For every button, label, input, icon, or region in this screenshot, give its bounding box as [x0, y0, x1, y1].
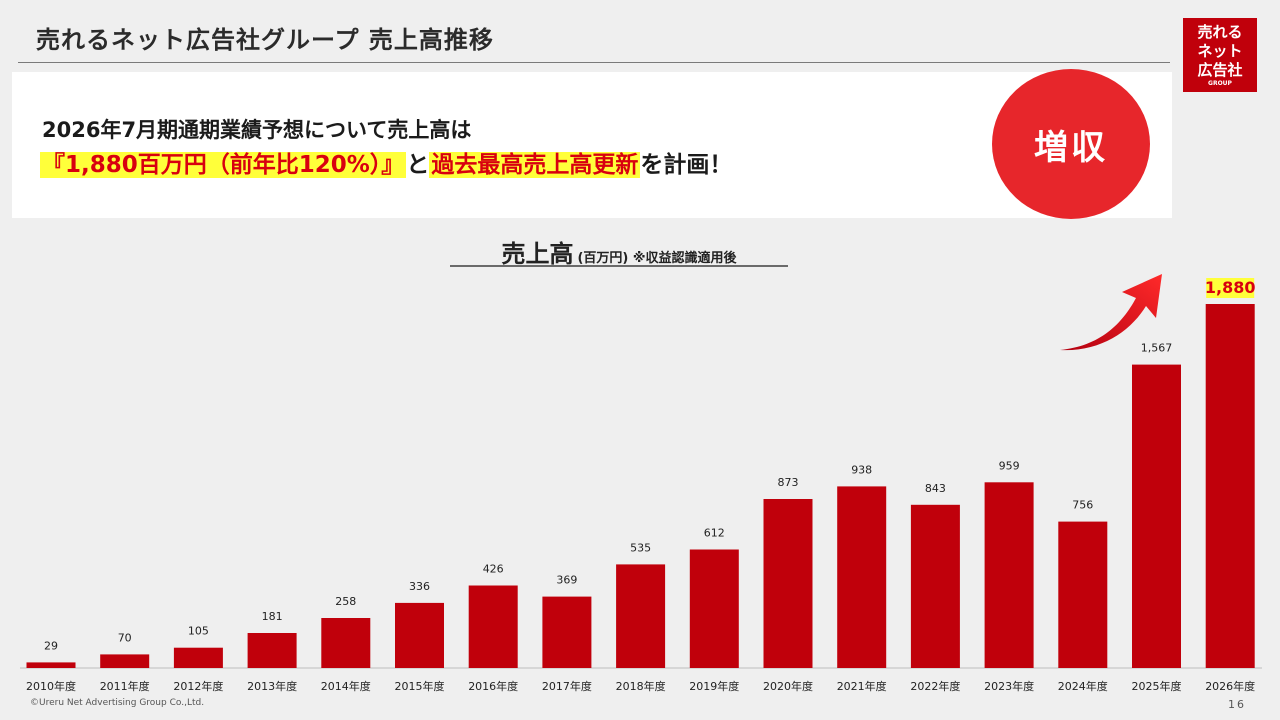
revenue-increase-badge: 増収: [992, 69, 1150, 219]
value-label-2014年度: 258: [335, 595, 356, 608]
category-label-2014年度: 2014年度: [321, 679, 371, 693]
forecast-intro: 2026年7月期通期業績予想について売上高は: [42, 118, 472, 142]
value-label-2013年度: 181: [262, 610, 283, 623]
value-label-2023年度: 959: [999, 459, 1020, 472]
highlight-label-background: [1206, 278, 1255, 298]
value-label-2016年度: 426: [483, 563, 504, 576]
chart-title-sub: (百万円) ※収益認識適用後: [577, 251, 737, 266]
category-label-2010年度: 2010年度: [26, 679, 76, 693]
forecast-connector: と: [406, 152, 430, 178]
copyright-text: ©Ureru Net Advertising Group Co.,Ltd.: [30, 698, 205, 708]
category-label-2019年度: 2019年度: [689, 679, 739, 693]
bar-2017年度: [542, 596, 592, 668]
logo-sub: GROUP: [1208, 80, 1232, 87]
page-title: 売れるネット広告社グループ 売上高推移: [36, 26, 494, 54]
bar-2022年度: [910, 504, 960, 668]
category-label-2012年度: 2012年度: [173, 679, 223, 693]
value-label-2026年度: 1,880: [1205, 278, 1256, 297]
value-label-2012年度: 105: [188, 625, 209, 638]
category-label-2021年度: 2021年度: [837, 679, 887, 693]
category-label-2011年度: 2011年度: [100, 679, 150, 693]
bar-2016年度: [468, 585, 518, 668]
bar-2025年度: [1132, 364, 1181, 668]
category-label-2024年度: 2024年度: [1058, 679, 1108, 693]
logo-line-1: 売れる: [1197, 23, 1243, 41]
forecast-statement: 『1,880百万円（前年比120%）』と過去最高売上高更新を計画！: [40, 145, 732, 179]
company-logo: 売れる ネット 広告社 GROUP: [1183, 18, 1257, 92]
logo-line-2: ネット: [1197, 42, 1243, 60]
bar-2026年度: [1205, 304, 1255, 668]
chart-title: 売上高 (百万円) ※収益認識適用後: [450, 234, 788, 269]
category-label-2018年度: 2018年度: [616, 679, 666, 693]
category-label-2017年度: 2017年度: [542, 679, 592, 693]
category-label-2026年度: 2026年度: [1205, 679, 1255, 693]
value-label-2019年度: 612: [704, 527, 725, 540]
value-label-2020年度: 873: [778, 476, 799, 489]
category-label-2013年度: 2013年度: [247, 679, 297, 693]
forecast-panel: 2026年7月期通期業績予想について売上高は 『1,880百万円（前年比120%…: [12, 72, 1172, 218]
bar-2010年度: [26, 662, 76, 668]
bar-2013年度: [247, 633, 297, 668]
value-label-2024年度: 756: [1072, 499, 1093, 512]
bar-2018年度: [616, 564, 666, 668]
forecast-amount-highlight: 『1,880百万円（前年比120%）』: [40, 152, 407, 178]
bar-2023年度: [984, 482, 1034, 668]
value-label-2025年度: 1,567: [1141, 342, 1173, 355]
bar-2019年度: [689, 549, 739, 668]
growth-arrow-icon: [1060, 274, 1162, 351]
chart-title-underline: [450, 265, 788, 267]
value-label-2015年度: 336: [409, 580, 430, 593]
value-label-2018年度: 535: [630, 541, 651, 554]
forecast-tail: を計画！: [640, 152, 733, 178]
category-label-2025年度: 2025年度: [1132, 679, 1182, 693]
title-divider: [18, 62, 1170, 63]
bar-2015年度: [395, 602, 444, 668]
chart-title-main: 売上高: [501, 240, 574, 268]
bar-2012年度: [173, 647, 223, 668]
value-label-2017年度: 369: [556, 574, 577, 587]
bar-2024年度: [1058, 521, 1108, 668]
value-label-2021年度: 938: [851, 463, 872, 476]
category-label-2020年度: 2020年度: [763, 679, 813, 693]
value-label-2011年度: 70: [118, 631, 132, 644]
logo-line-3: 広告社: [1197, 61, 1243, 79]
bar-2020年度: [763, 499, 813, 668]
value-label-2010年度: 29: [44, 639, 58, 652]
page-number: 16: [1228, 698, 1246, 711]
bar-2021年度: [837, 486, 887, 668]
value-label-2022年度: 843: [925, 482, 946, 495]
category-label-2015年度: 2015年度: [395, 679, 445, 693]
category-label-2022年度: 2022年度: [910, 679, 960, 693]
bar-2014年度: [321, 618, 371, 668]
category-label-2023年度: 2023年度: [984, 679, 1034, 693]
category-label-2016年度: 2016年度: [468, 679, 518, 693]
record-high-highlight: 過去最高売上高更新: [429, 152, 641, 178]
bar-2011年度: [100, 654, 150, 668]
